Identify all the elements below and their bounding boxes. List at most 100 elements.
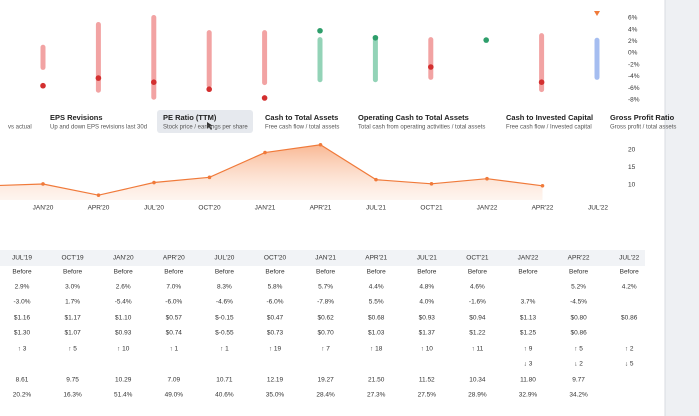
range-dot <box>40 82 46 89</box>
cell: ↑ 1 <box>220 346 229 353</box>
cell: 2.9% <box>15 284 30 291</box>
point <box>374 177 378 182</box>
column-header: JAN'20 <box>113 255 134 262</box>
cell: 40.6% <box>215 392 234 399</box>
cell: 27.3% <box>367 392 386 399</box>
metric-title[interactable]: Gross Profit Ratio <box>610 113 675 122</box>
cell: $1.13 <box>520 315 537 322</box>
column-header: JAN'21 <box>315 255 336 262</box>
cursor <box>207 122 213 130</box>
metric-title[interactable]: Operating Cash to Total Assets <box>358 113 469 122</box>
cell: $-0.55 <box>215 330 234 337</box>
cell: Before <box>620 269 640 276</box>
cell: Before <box>468 269 488 276</box>
cell: ↑ 9 <box>524 346 533 353</box>
cell: ↑ 18 <box>370 346 383 353</box>
cell: 28.9% <box>468 392 487 399</box>
column-header: APR'20 <box>163 255 185 262</box>
range-bar <box>372 37 378 83</box>
y-tick-label: 0% <box>628 50 638 57</box>
range-dot <box>206 86 212 93</box>
cell: -4.5% <box>570 299 587 306</box>
cell: Before <box>417 269 437 276</box>
x-tick-label: OCT'20 <box>198 205 221 212</box>
range-bar <box>317 37 323 83</box>
metric-subtitle: vs actual <box>8 125 32 131</box>
point <box>485 176 489 181</box>
cell: $0.80 <box>570 315 587 322</box>
cell: 1.7% <box>65 299 80 306</box>
cell: 32.9% <box>519 392 538 399</box>
metric-subtitle: Stock price / earnings per share <box>163 125 248 131</box>
area <box>0 144 543 200</box>
column-header: APR'21 <box>365 255 387 262</box>
cell: 4.6% <box>470 284 485 291</box>
cell: $1.22 <box>469 330 486 337</box>
x-tick-label: JUL'21 <box>366 205 386 212</box>
range-dot <box>317 27 323 34</box>
column-header: OCT'20 <box>264 255 287 262</box>
y-tick-label: 6% <box>628 15 638 22</box>
range-dot <box>151 79 157 85</box>
selected-metric[interactable] <box>157 110 253 133</box>
cell: 11.80 <box>520 377 536 384</box>
cell: Before <box>316 269 336 276</box>
cell: -1.6% <box>469 299 486 306</box>
column-header: JUL'20 <box>214 255 234 262</box>
cell: ↑ 7 <box>321 346 330 353</box>
cell: 5.7% <box>318 284 333 291</box>
cell: ↑ 1 <box>169 346 178 353</box>
cell: -7.8% <box>317 299 334 306</box>
x-tick-label: APR'20 <box>88 205 110 212</box>
cell: ↑ 5 <box>574 346 583 353</box>
y-tick-label: -4% <box>628 73 640 80</box>
cell: -3.0% <box>14 299 31 306</box>
metric-subtitle: Free cash flow / Invested capital <box>506 125 592 131</box>
column-header: OCT'19 <box>61 255 84 262</box>
cell: -5.4% <box>115 299 132 306</box>
cell: ↑ 10 <box>117 346 130 353</box>
column-header: JAN'22 <box>518 255 539 262</box>
metric-title[interactable]: EPS Revisions <box>50 113 103 122</box>
cell: 34.2% <box>569 392 588 399</box>
x-tick-label: JUL'20 <box>144 205 164 212</box>
cell: 7.0% <box>166 284 181 291</box>
cell: 8.61 <box>16 377 29 384</box>
metric-title[interactable]: PE Ratio (TTM) <box>163 113 217 122</box>
cell: 12.19 <box>267 377 284 384</box>
cell: ↑ 3 <box>18 346 27 353</box>
cell: Before <box>164 269 184 276</box>
point <box>429 182 434 186</box>
cell: 2.6% <box>116 284 131 291</box>
range-dot <box>95 75 102 81</box>
cell: 4.4% <box>369 284 384 291</box>
cell: Before <box>569 269 589 276</box>
range-bar <box>206 30 212 89</box>
metric-title[interactable]: Cash to Total Assets <box>265 113 338 122</box>
range-bar <box>40 44 46 70</box>
cell: 5.2% <box>571 284 586 291</box>
cell: -6.0% <box>165 299 182 306</box>
cell: 10.29 <box>115 377 132 384</box>
cell: 20.2% <box>13 392 32 399</box>
cell: -6.0% <box>267 299 284 306</box>
metric-title[interactable]: Cash to Invested Capital <box>506 113 593 122</box>
cell: Before <box>63 269 83 276</box>
point <box>96 193 101 197</box>
cell: $0.86 <box>570 330 587 337</box>
table-header-bg <box>0 250 645 266</box>
cell: 35.0% <box>266 392 285 399</box>
range-dot <box>483 37 490 43</box>
metric-subtitle: Up and down EPS revisions last 30d <box>50 125 147 131</box>
x-tick-label: JAN'22 <box>477 205 498 212</box>
cell: $0.93 <box>115 330 132 337</box>
cell: Before <box>518 269 538 276</box>
cell: Before <box>265 269 285 276</box>
point <box>263 150 267 155</box>
range-bar <box>151 14 157 100</box>
cell: ↓ 5 <box>625 361 634 368</box>
cell: $0.86 <box>621 315 638 322</box>
cell: 7.09 <box>167 377 180 384</box>
y-tick-label: 4% <box>628 26 638 33</box>
